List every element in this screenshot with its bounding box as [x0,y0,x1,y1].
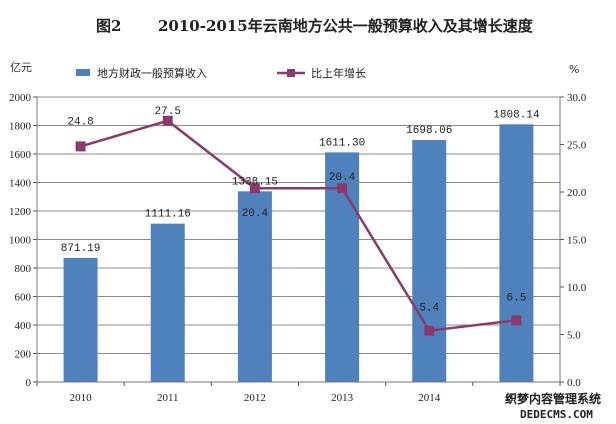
watermark-line1: 织梦内容管理系统 [505,391,601,406]
right-tick-label: 10.0 [567,282,587,294]
legend: 地方财政一般预算收入 比上年增长 [76,66,366,80]
left-tick-label: 400 [15,320,32,332]
left-tick-label: 0 [26,377,32,389]
line-point [511,315,522,326]
line-value-label: 24.8 [67,116,93,128]
bar-value-label: 871.19 [61,243,101,255]
x-tick-label: 2015 [505,392,528,404]
legend-bar-label: 地方财政一般预算收入 [97,66,207,80]
line-point [424,325,435,336]
chart-title-prefix: 图2 [96,17,121,35]
left-axis-unit: 亿元 [10,61,32,74]
bar-value-label: 1698.06 [406,125,452,137]
left-tick-label: 600 [15,292,32,304]
bar [499,124,534,382]
right-tick-label: 15.0 [567,235,587,247]
chart-title: 2010-2015年云南地方公共一般预算收入及其增长速度 [158,17,534,35]
legend-line-marker [287,69,295,77]
left-tick-label: 1800 [9,121,32,133]
bar [63,257,98,382]
right-tick-label: 30.0 [567,92,587,104]
bar-value-label: 1338.15 [232,176,278,188]
right-axis-unit: % [569,63,579,76]
watermark: 织梦内容管理系统 DEDECMS.COM [505,391,601,421]
axes: 0 200 400 600 800 1000 1200 1400 1600 1800 2000 0.0… [9,92,587,404]
line-point [249,183,260,194]
bar [237,191,272,382]
x-tick-label: 2014 [418,392,441,404]
growth-line [80,119,517,333]
bars [63,124,534,382]
bar-value-label: 1808.14 [493,109,540,121]
right-tick-label: 20.0 [567,187,587,199]
x-tick-label: 2011 [157,392,179,404]
line-series [75,115,522,336]
line-value-label: 20.4 [329,172,356,184]
line-point [337,183,348,194]
bar-value-label: 1611.30 [319,137,365,149]
right-tick-label: 5.0 [567,330,581,342]
line-value-label: 20.4 [242,208,269,220]
left-tick-label: 2000 [9,92,32,104]
bar-value-label: 1111.16 [145,209,191,221]
grid [37,96,560,383]
x-tick-label: 2010 [70,392,93,404]
right-tick-label: 0.0 [567,377,581,389]
right-tick-label: 25.0 [567,140,587,152]
left-tick-label: 1400 [9,178,32,190]
left-tick-label: 1200 [9,206,32,218]
bar [150,223,185,382]
line-value-label: 27.5 [155,106,181,118]
line-point [162,115,173,126]
x-tick-label: 2012 [244,392,266,404]
watermark-line2: DEDECMS.COM [520,408,593,421]
left-tick-label: 200 [15,349,32,361]
legend-line-label: 比上年增长 [311,66,366,80]
data-labels: 871.19 1111.16 1338.15 1611.30 1698.06 1808.1… [61,106,540,315]
left-tick-label: 1600 [9,149,32,161]
line-value-label: 6.5 [507,292,527,304]
line-value-label: 5.4 [419,303,439,315]
legend-bar-swatch [76,69,90,76]
left-tick-label: 800 [15,263,32,275]
x-tick-label: 2013 [331,392,354,404]
left-tick-label: 1000 [9,235,32,247]
bar [412,140,447,382]
line-point [75,141,86,152]
